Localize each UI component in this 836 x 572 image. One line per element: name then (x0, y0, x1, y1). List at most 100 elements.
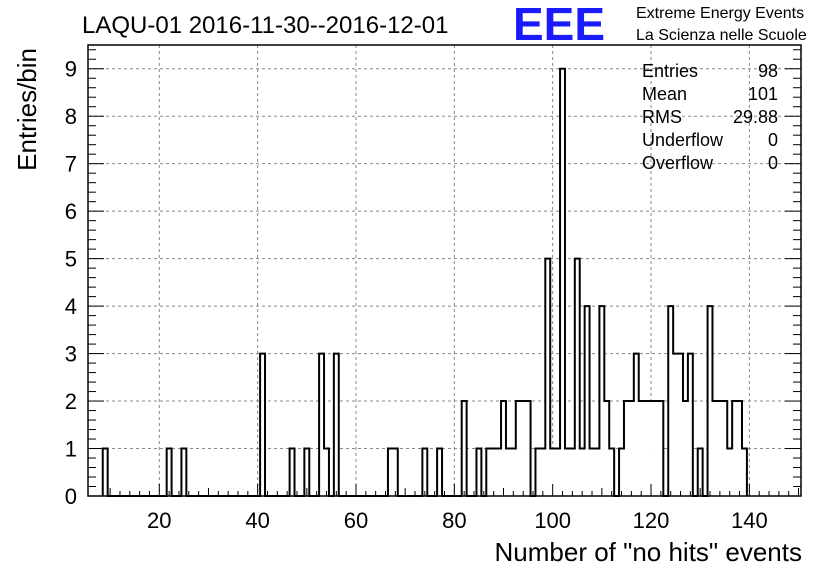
histogram-bar (102, 448, 108, 496)
histogram-bar (260, 353, 266, 496)
histogram-bar (604, 401, 610, 496)
histogram-bar (717, 401, 723, 496)
histogram-bar (392, 448, 398, 496)
histogram-bar (505, 448, 511, 496)
histogram-bar (486, 448, 492, 496)
histogram-bar (687, 353, 693, 496)
histogram-bar (501, 401, 506, 496)
histogram-bar (658, 401, 664, 496)
x-tick-label: 100 (534, 508, 571, 533)
histogram-bar (732, 401, 738, 496)
histogram-bar (741, 448, 747, 496)
y-tick-label: 4 (65, 294, 77, 319)
histogram-bar (304, 448, 310, 496)
histogram-bar (599, 306, 605, 496)
histogram-bar (422, 448, 428, 496)
histogram-bar (727, 448, 733, 496)
y-tick-label: 1 (65, 437, 77, 462)
histogram-bar (653, 401, 659, 496)
logo-line1: Extreme Energy Events (636, 5, 804, 22)
x-tick-label: 120 (633, 508, 670, 533)
histogram-bar (510, 448, 516, 496)
x-axis-label: Number of "no hits" events (495, 537, 803, 567)
histogram-bar (520, 401, 526, 496)
stat-label: Overflow (642, 153, 714, 173)
x-axis: 20 40 60 80 100 120 140 (109, 484, 800, 533)
histogram-bar (569, 448, 575, 496)
stat-value: 98 (758, 61, 778, 81)
x-tick-label: 140 (731, 508, 768, 533)
y-axis-label: Entries/bin (12, 48, 42, 171)
histogram-bar (737, 401, 742, 496)
stat-label: Entries (642, 61, 698, 81)
stat-value: 29.88 (733, 107, 778, 127)
histogram-bar (722, 401, 728, 496)
histogram-bar (535, 448, 541, 496)
histogram-bar (525, 401, 531, 496)
histogram-bar (166, 448, 172, 496)
y-tick-label: 8 (65, 104, 77, 129)
x-tick-label: 40 (245, 508, 269, 533)
histogram-bar (628, 401, 634, 496)
x-tick-label: 60 (344, 508, 368, 533)
y-tick-label: 6 (65, 199, 77, 224)
y-axis: 0 1 2 3 4 5 6 7 8 9 (65, 49, 801, 509)
stat-label: RMS (642, 107, 682, 127)
y-tick-label: 0 (65, 484, 77, 509)
histogram-bar (633, 353, 639, 496)
histogram-bar (333, 353, 339, 496)
x-tick-label: 20 (147, 508, 171, 533)
histogram-bar (560, 68, 565, 496)
stat-value: 0 (768, 130, 778, 150)
histogram-bar (181, 448, 187, 496)
stat-label: Mean (642, 84, 687, 104)
logo-line2: La Scienza nelle Scuole (636, 27, 807, 44)
histogram-bar (707, 306, 713, 496)
logo-mark: EEE (513, 0, 605, 50)
histogram-bars (102, 68, 747, 496)
histogram-bar (515, 401, 521, 496)
histogram-bar (668, 306, 674, 496)
histogram-bar (564, 448, 570, 496)
chart-title: LAQU-01 2016-11-30--2016-12-01 (82, 12, 448, 39)
histogram-bar (289, 448, 295, 496)
y-tick-label: 9 (65, 57, 77, 82)
y-tick-label: 2 (65, 389, 77, 414)
histogram-bar (579, 448, 585, 496)
histogram-bar (574, 258, 580, 496)
histogram-bar (584, 306, 590, 496)
plot-frame (87, 44, 802, 497)
histogram-bar (540, 448, 546, 496)
histogram-bar (461, 401, 467, 496)
histogram-bar (387, 448, 393, 496)
histogram-bar (496, 448, 502, 496)
histogram-bar (594, 448, 600, 496)
histogram-bar (555, 448, 561, 496)
stat-value: 0 (768, 153, 778, 173)
histogram-bar (638, 401, 644, 496)
eee-logo: EEE Extreme Energy Events La Scienza nel… (513, 0, 807, 50)
histogram-bar (678, 353, 683, 496)
y-tick-label: 3 (65, 342, 77, 367)
grid-lines (88, 45, 801, 496)
histogram-bar (550, 448, 556, 496)
x-tick-label: 80 (442, 508, 466, 533)
histogram-bar (648, 401, 654, 496)
histogram-bar (623, 401, 629, 496)
histogram-bar (673, 353, 679, 496)
histogram-bar (545, 258, 551, 496)
stat-label: Underflow (642, 130, 724, 150)
histogram-bar (589, 448, 595, 496)
stat-value: 101 (748, 84, 778, 104)
histogram-bar (324, 448, 329, 496)
stats-box: Entries 98 Mean 101 RMS 29.88 Underflow 0 Overfl… (642, 61, 778, 173)
histogram-bar (609, 448, 615, 496)
y-tick-label: 5 (65, 247, 77, 272)
histogram-bar (476, 448, 482, 496)
histogram-bar (491, 448, 497, 496)
y-tick-label: 7 (65, 152, 77, 177)
histogram-bar (697, 448, 703, 496)
histogram-bar (619, 448, 624, 496)
histogram-bar (643, 401, 649, 496)
